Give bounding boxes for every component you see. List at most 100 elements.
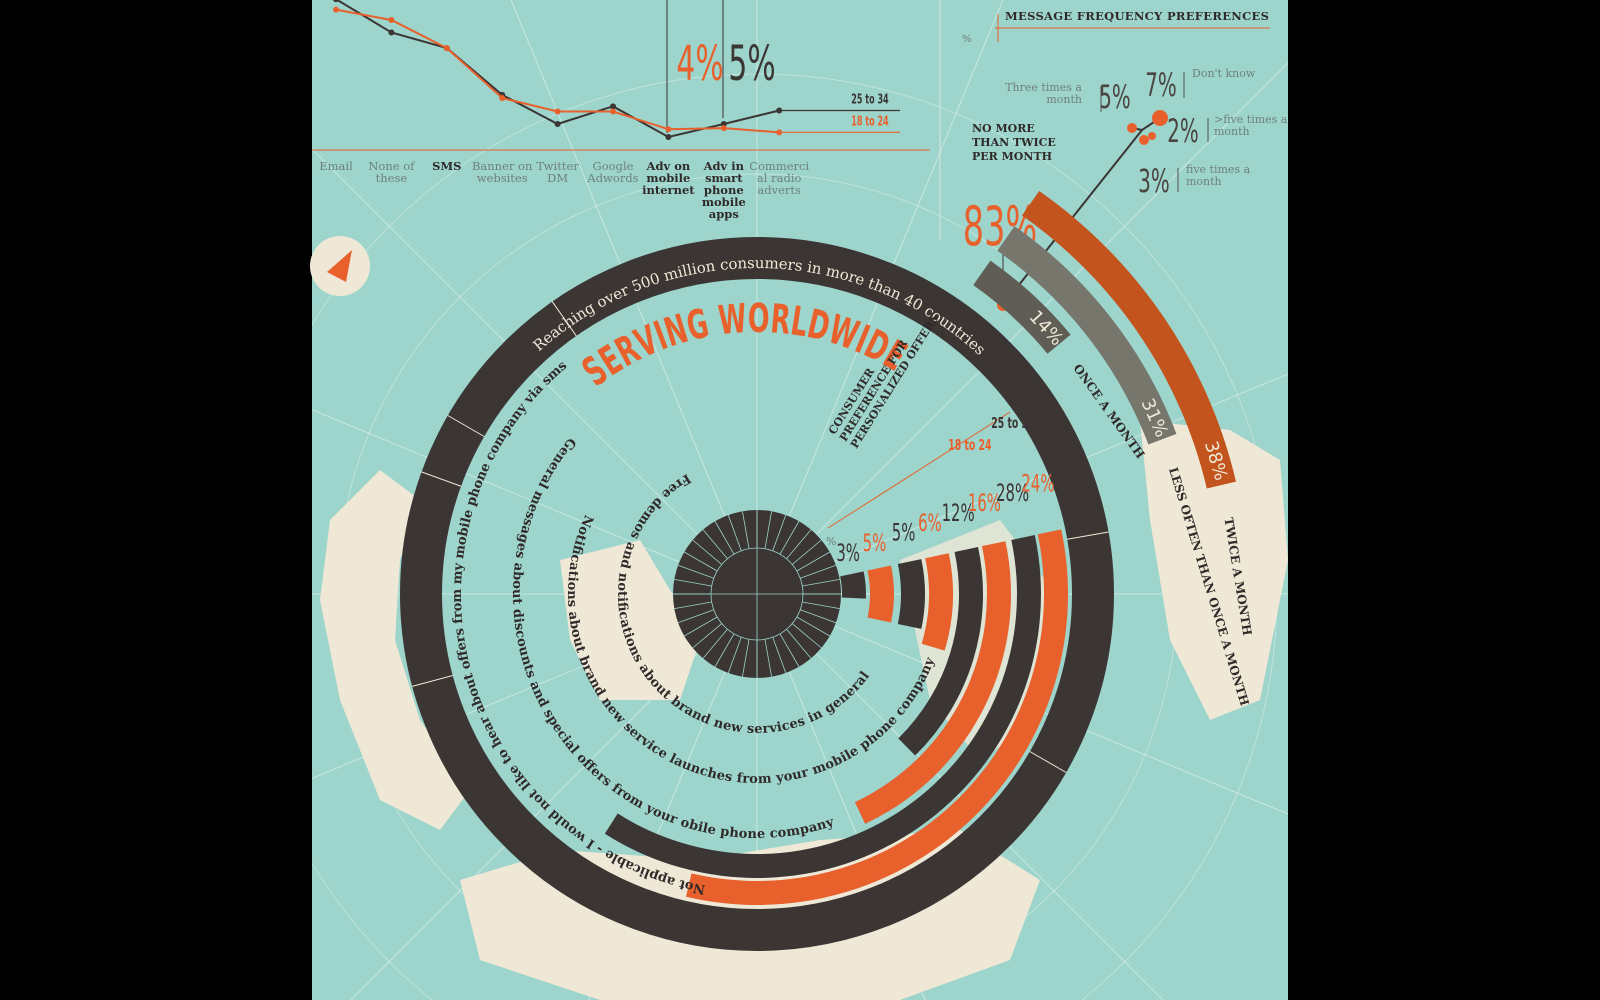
core-spoke — [800, 609, 837, 624]
outer-ring — [400, 237, 1114, 951]
point — [610, 108, 616, 115]
legend-rule — [827, 411, 1011, 529]
core-spoke — [714, 521, 735, 555]
core-spoke — [764, 639, 772, 677]
x-tick-label: SMS — [432, 159, 462, 173]
legend-label: 18 to 24 — [851, 113, 889, 129]
value-label: 7% — [1145, 67, 1176, 104]
core-spoke — [677, 564, 714, 579]
core-spoke — [786, 529, 812, 560]
value-label: 6% — [918, 508, 942, 537]
core-spoke — [684, 616, 718, 637]
meridian — [756, 62, 1288, 595]
legend-label: 25 to 34 — [851, 91, 889, 107]
core-spoke — [702, 628, 728, 659]
value-label: 5% — [863, 528, 887, 557]
meridian — [312, 409, 758, 595]
core-spoke — [742, 511, 750, 549]
x-tick-label: Adv on mobile internet — [642, 159, 695, 197]
meridian — [312, 148, 758, 595]
arc-bar — [604, 534, 1041, 878]
point — [499, 95, 506, 101]
meridian — [756, 0, 1004, 595]
panel — [312, 0, 1288, 1000]
arc-bar — [854, 541, 1011, 824]
category-label: five times a month — [1186, 163, 1251, 188]
core-spoke — [791, 539, 822, 565]
point — [388, 17, 395, 23]
core-spoke — [684, 551, 718, 572]
annotation: 4% — [676, 37, 723, 92]
core-spoke — [779, 633, 800, 667]
arc-bar — [921, 553, 953, 651]
arc-bar — [867, 565, 894, 623]
point — [610, 103, 616, 110]
point — [333, 6, 339, 13]
x-tick-label: Email — [319, 159, 353, 173]
x-tick-label: Banner on websites — [471, 159, 533, 185]
unit: % — [962, 34, 972, 45]
category-label: Three times a month — [1005, 81, 1082, 106]
core-spoke — [791, 623, 822, 649]
core-spoke — [692, 623, 723, 649]
core-spoke — [727, 637, 742, 674]
core-spoke — [800, 564, 837, 579]
point — [665, 126, 672, 133]
ring-divider — [412, 675, 453, 687]
frequency-node — [1127, 110, 1168, 145]
core-spoke — [779, 521, 800, 555]
core-spoke — [772, 637, 787, 674]
point — [333, 0, 339, 3]
arc-bar — [685, 529, 1068, 905]
meridian — [588, 593, 758, 1000]
x-tick-label: Google Adwords — [587, 159, 639, 185]
ring-divider — [421, 471, 462, 487]
unit: % — [826, 535, 836, 548]
meridian — [756, 593, 1288, 815]
value-label: 2% — [1167, 113, 1198, 150]
x-tick-label: Commercial radio adverts — [749, 159, 810, 197]
frequency-title: MESSAGE FREQUENCY PREFERENCES — [1005, 9, 1270, 23]
legend-label: 18 to 24 — [948, 436, 991, 454]
value-label: 5% — [1099, 79, 1130, 116]
x-tick-label: None of these — [368, 159, 415, 185]
core-spoke — [727, 514, 742, 551]
point — [720, 121, 727, 127]
arc-bar — [898, 547, 983, 756]
landmass — [1140, 420, 1288, 720]
ring-divider — [1029, 751, 1067, 773]
core-spoke — [786, 628, 812, 659]
value-label: 3% — [1138, 163, 1169, 200]
category-label: Don't know — [1192, 67, 1256, 80]
meridian — [350, 593, 758, 1000]
x-tick-label: Adv in smart phone mobile apps — [701, 159, 746, 221]
meridian — [756, 373, 1288, 595]
arc-bar — [997, 226, 1177, 445]
point — [554, 121, 561, 127]
core-spoke — [772, 514, 787, 551]
ring-divider — [551, 301, 577, 337]
ring-divider — [447, 415, 485, 437]
annotation: 5% — [728, 37, 775, 92]
meridian — [756, 593, 926, 1000]
value-label: 24% — [1021, 469, 1054, 498]
value-label: 5% — [892, 518, 916, 547]
core-spoke — [714, 633, 735, 667]
core-spoke — [674, 601, 712, 609]
point — [388, 29, 395, 36]
legend-label: 25 to 34 — [991, 414, 1034, 432]
core-spoke — [674, 579, 712, 587]
category-label: >five times a month — [1214, 113, 1288, 138]
meridian — [756, 593, 1164, 1000]
value-label: 28% — [996, 478, 1029, 507]
point — [443, 45, 450, 52]
core-spoke — [796, 616, 830, 637]
core-spoke — [742, 639, 750, 677]
ring-divider — [1067, 531, 1109, 540]
arc-bar — [897, 559, 925, 629]
x-tick-label: Twitter DM — [536, 159, 579, 185]
core-spoke — [796, 551, 830, 572]
core-spoke — [692, 539, 723, 565]
